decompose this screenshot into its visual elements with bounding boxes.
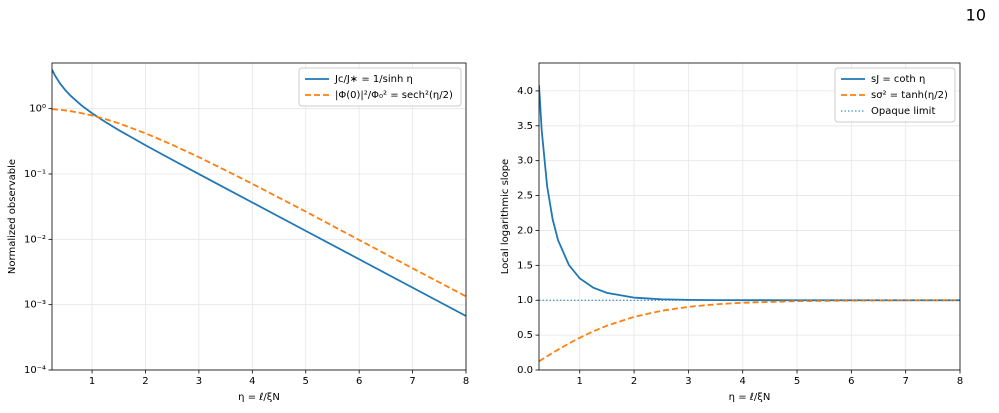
y-tick-label: 10⁻¹: [24, 169, 46, 180]
y-tick-label: 10⁰: [29, 104, 46, 115]
y-tick-label: 10⁻⁴: [24, 365, 46, 376]
x-tick-label: 7: [409, 376, 415, 387]
x-tick-label: 3: [685, 376, 691, 387]
plot-area: [52, 69, 466, 317]
x-tick-label: 8: [957, 376, 963, 387]
legend-label: Jc/J∗ = 1/sinh η: [334, 74, 413, 85]
x-tick-label: 6: [356, 376, 362, 387]
legend-label: sJ = coth η: [871, 74, 925, 85]
legend-label: |Φ(0)|²/Φ₀² = sech²(η/2): [335, 90, 453, 101]
x-axis-label: η = ℓ/ξN: [238, 392, 280, 403]
x-tick-label: 1: [89, 376, 95, 387]
axes-frame: [538, 62, 961, 371]
y-tick-label: 2.5: [517, 191, 533, 202]
y-tick-label: 2.0: [517, 225, 533, 236]
x-tick-label: 2: [142, 376, 148, 387]
x-axis-label: η = ℓ/ξN: [729, 392, 771, 403]
legend-label: Opaque limit: [871, 106, 935, 117]
series-line: [52, 69, 466, 317]
x-tick-label: 6: [848, 376, 854, 387]
y-tick-label: 3.0: [517, 156, 533, 167]
y-tick-label: 10⁻²: [24, 234, 46, 245]
y-tick-label: 0.0: [517, 365, 533, 376]
x-tick-label: 4: [740, 376, 746, 387]
x-tick-label: 7: [902, 376, 908, 387]
y-tick-label: 3.5: [517, 121, 533, 132]
x-tick-label: 3: [196, 376, 202, 387]
plot-area: [539, 85, 960, 363]
axes-frame: [51, 62, 467, 371]
legend-label: sσ² = tanh(η/2): [871, 90, 948, 101]
y-axis-label: Local logarithmic slope: [500, 159, 511, 274]
page-number: 10: [966, 6, 986, 25]
legend-box: [298, 67, 462, 107]
y-tick-label: 1.5: [517, 260, 533, 271]
x-tick-label: 5: [794, 376, 800, 387]
x-tick-label: 4: [249, 376, 255, 387]
y-tick-label: 4.0: [517, 86, 533, 97]
y-tick-label: 10⁻³: [24, 300, 46, 311]
x-tick-label: 8: [463, 376, 469, 387]
y-axis-label: Normalized observable: [7, 159, 18, 274]
y-tick-label: 1.0: [517, 295, 533, 306]
x-tick-label: 1: [577, 376, 583, 387]
y-tick-label: 0.5: [517, 330, 533, 341]
x-tick-label: 2: [631, 376, 637, 387]
x-tick-label: 5: [303, 376, 309, 387]
legend-box: [834, 67, 956, 123]
series-line: [52, 108, 466, 298]
series-line: [539, 299, 960, 363]
